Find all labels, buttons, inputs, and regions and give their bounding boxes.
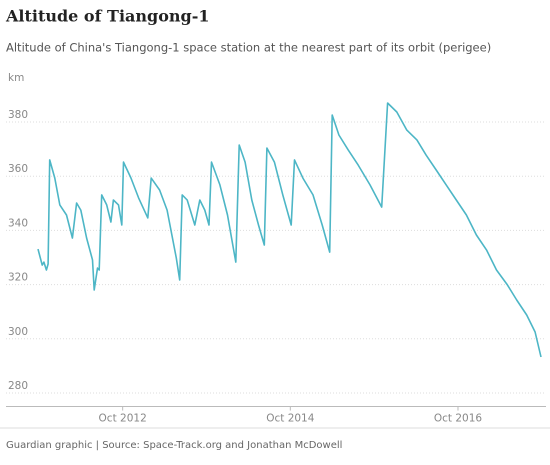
chart-title: Altitude of Tiangong-1 [5, 7, 209, 26]
y-tick-label: 300 [8, 326, 28, 338]
data-line [37, 102, 542, 358]
x-tick-label: Oct 2012 [99, 413, 147, 425]
y-tick-label: 280 [8, 380, 28, 392]
x-tick-label: Oct 2014 [266, 413, 315, 425]
y-tick-label: 340 [8, 217, 28, 229]
source: Guardian graphic | Source: Space-Track.o… [6, 440, 342, 451]
y-axis-label: km [8, 72, 24, 84]
y-tick-label: 380 [8, 109, 28, 121]
y-tick-label: 360 [8, 163, 28, 175]
chart-subtitle: Altitude of China's Tiangong-1 space sta… [6, 41, 491, 55]
y-tick-label: 320 [8, 272, 28, 284]
x-tick-label: Oct 2016 [434, 413, 483, 425]
